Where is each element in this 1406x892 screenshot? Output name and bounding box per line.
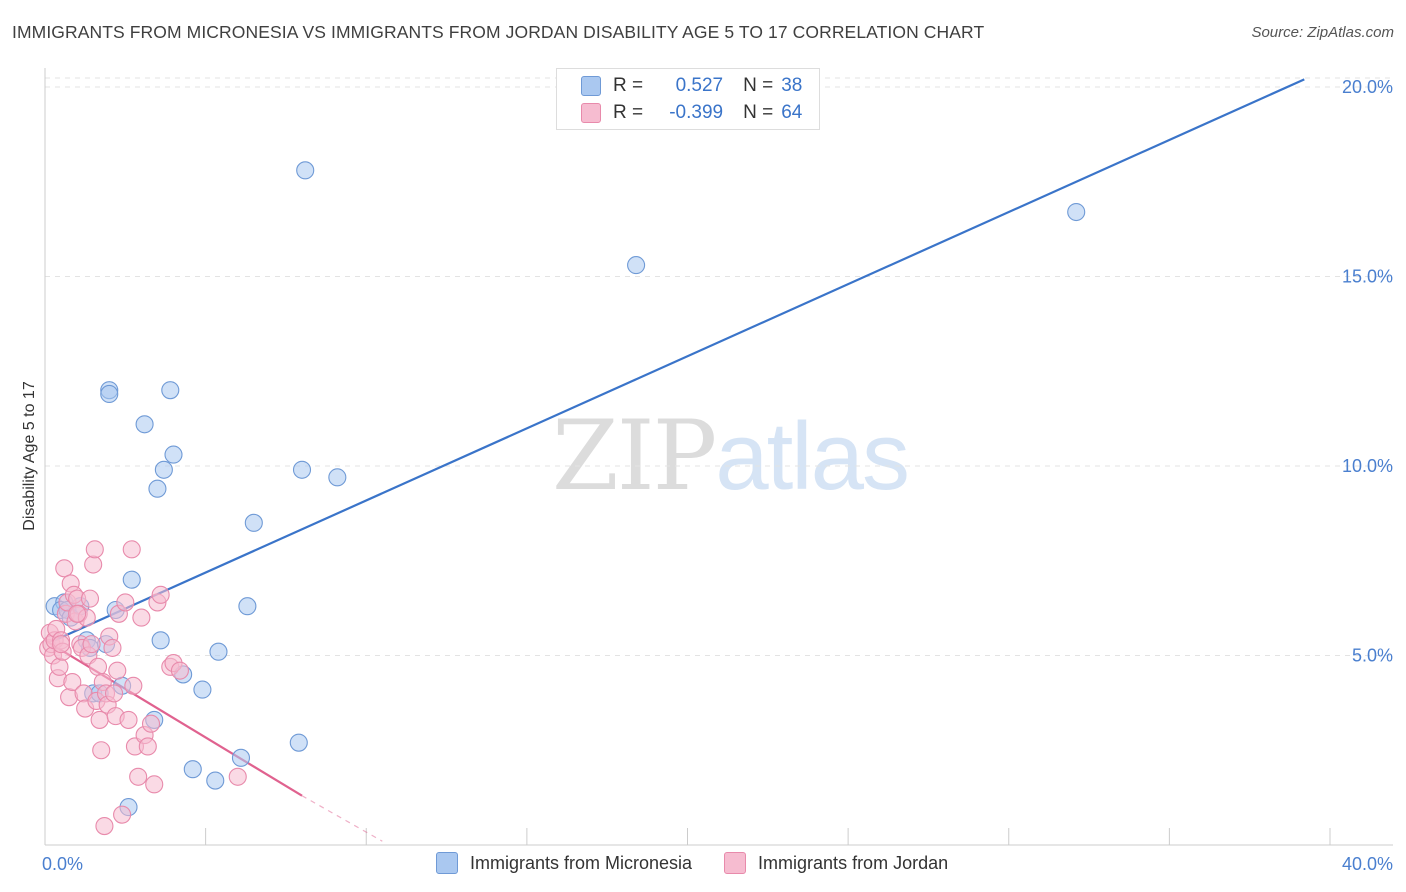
series-legend-label: Immigrants from Jordan [758,852,949,873]
stats-legend: R = 0.527 N = 38 R = -0.399 N = 64 [556,68,820,130]
legend-n-label: N = [743,102,774,123]
y-tick-label: 20.0% [1342,77,1393,97]
jordan-trend-line [44,639,303,797]
series-swatch-blue [436,852,458,874]
jordan-point [95,816,114,836]
jordan-point [63,672,82,692]
micronesia-point [1067,202,1086,222]
trend-lines [44,78,1305,842]
jordan-point [132,608,151,627]
axis-labels: 5.0% 10.0% 15.0% 20.0% 0.0% 40.0% Disability A… [21,77,1393,874]
micronesia-point [627,256,646,275]
jordan-point [170,661,189,680]
jordan-trend-line-extension [301,795,383,842]
jordan-point [105,684,124,703]
micronesia-point [193,680,212,699]
jordan-point [90,710,109,729]
micronesia-point [122,570,141,589]
watermark: ZIPatlas [552,400,910,512]
micronesia-point [148,479,167,498]
jordan-point [85,540,104,559]
jordan-point [119,710,138,729]
x-tick-label-min: 0.0% [42,854,83,874]
jordan-point [124,676,143,695]
micronesia-point [151,631,170,650]
jordan-point [116,593,135,612]
y-axis-title: Disability Age 5 to 17 [21,381,38,531]
micronesia-point [164,445,183,464]
jordan-point [103,638,122,657]
jordan-point [50,657,69,676]
legend-n-value: 38 [781,75,803,96]
jordan-point [141,714,161,733]
series-legend: Immigrants from Micronesia Immigrants fr… [436,852,980,874]
legend-r-value: 0.527 [675,75,724,96]
source-label: Source: ZipAtlas.com [1251,24,1394,41]
legend-r-value: -0.399 [669,102,724,123]
jordan-point [80,589,100,608]
jordan-point [88,657,108,676]
watermark-atlas: atlas [715,403,910,510]
legend-row-micronesia: R = 0.527 N = 38 [581,73,802,99]
y-tick-label: 15.0% [1342,266,1393,286]
micronesia-point [161,381,180,400]
jordan-point [129,767,148,786]
jordan-point [68,604,87,623]
grid-lines [45,77,1393,656]
micronesia-point [100,384,119,404]
legend-n-value: 64 [781,102,803,123]
series-legend-label: Immigrants from Micronesia [470,852,693,873]
micronesia-point [328,468,347,487]
y-tick-label: 5.0% [1352,645,1393,665]
micronesia-point [289,733,308,752]
micronesia-trend-line [54,78,1305,642]
micronesia-point [296,161,315,180]
jordan-point [84,555,103,574]
micronesia-point [209,642,228,661]
jordan-point [145,775,164,794]
jordan-point [82,635,101,654]
legend-r-label: R = [613,102,644,123]
jordan-point [108,661,127,680]
micronesia-point [238,597,257,616]
jordan-point [151,585,170,604]
micronesia-point [206,771,225,790]
series-swatch-pink [724,852,747,874]
jordan-point [122,540,141,559]
series-legend-micronesia: Immigrants from Micronesia [436,852,692,874]
legend-n-label: N = [743,75,774,96]
legend-r-label: R = [613,75,644,96]
micronesia-point [231,748,251,767]
data-points [39,161,1086,836]
jordan-point [228,767,247,786]
micronesia-point [135,415,154,434]
y-tick-label: 10.0% [1342,456,1393,476]
micronesia-point [244,513,263,532]
legend-swatch-pink [581,103,601,123]
legend-row-jordan: R = -0.399 N = 64 [581,100,802,126]
series-legend-jordan: Immigrants from Jordan [724,852,948,874]
x-tick-label-max: 40.0% [1342,854,1393,874]
watermark-zip: ZIP [552,400,717,512]
legend-swatch-blue [581,76,601,96]
chart-title: IMMIGRANTS FROM MICRONESIA VS IMMIGRANTS… [12,22,985,42]
jordan-point [52,635,71,654]
micronesia-point [292,460,312,479]
jordan-point [113,805,132,824]
jordan-point [55,559,74,578]
jordan-point [92,741,111,760]
axes [44,68,1393,846]
micronesia-point [183,760,202,779]
micronesia-point [154,460,173,479]
jordan-point [138,737,157,756]
